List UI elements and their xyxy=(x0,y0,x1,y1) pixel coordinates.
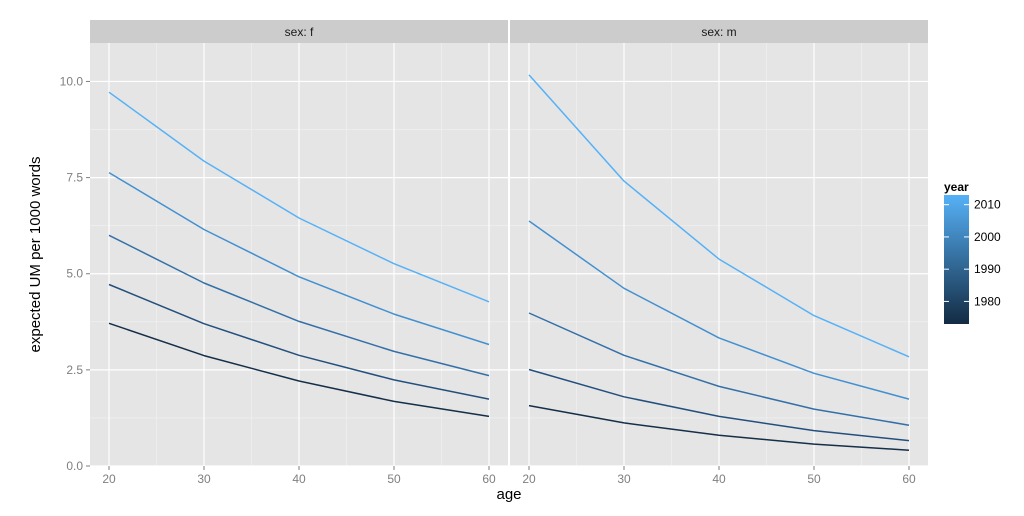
series-line-2012 xyxy=(528,74,910,358)
x-tick-label: 60 xyxy=(902,472,916,486)
facet-panels: sex: f sex: m xyxy=(90,20,928,467)
legend-label: 1990 xyxy=(974,262,1001,276)
legend-label: 2010 xyxy=(974,198,1001,212)
series-line-1974 xyxy=(108,322,490,418)
series-line-2012 xyxy=(108,91,490,303)
facet-strip-label: sex: f xyxy=(285,25,314,39)
legend-label: 2000 xyxy=(974,230,1001,244)
panel-m: sex: m xyxy=(510,20,928,467)
series-line-1992 xyxy=(108,234,490,377)
series-line-1974 xyxy=(528,404,910,451)
legend-title: year xyxy=(944,180,969,194)
series-line-2002 xyxy=(528,220,910,400)
x-tick-label: 40 xyxy=(712,472,726,486)
facet-strip xyxy=(510,20,928,43)
y-tick-label: 10.0 xyxy=(60,74,84,88)
panel-f: sex: f xyxy=(90,20,508,467)
x-tick-label: 20 xyxy=(522,472,536,486)
y-tick-label: 7.5 xyxy=(66,171,83,185)
x-tick-label: 30 xyxy=(617,472,631,486)
y-tick-label: 0.0 xyxy=(66,459,83,473)
x-tick-label: 60 xyxy=(482,472,496,486)
facet-strip-label: sex: m xyxy=(701,25,736,39)
y-tick-label: 5.0 xyxy=(66,267,83,281)
facet-strip xyxy=(90,20,508,43)
x-axis-title: age xyxy=(496,486,521,503)
x-tick-label: 50 xyxy=(807,472,821,486)
x-tick-label: 50 xyxy=(387,472,401,486)
series-line-1982 xyxy=(528,368,910,442)
y-tick-label: 2.5 xyxy=(66,363,83,377)
color-legend: year 2010 2000 1990 1980 xyxy=(944,180,1001,324)
y-axis: 0.0 2.5 5.0 7.5 10.0 xyxy=(60,74,90,473)
x-tick-label: 40 xyxy=(292,472,306,486)
y-axis-title: expected UM per 1000 words xyxy=(27,157,44,353)
series-line-2002 xyxy=(108,171,490,346)
series-line-1992 xyxy=(528,312,910,426)
legend-colorbar xyxy=(944,195,969,324)
x-tick-label: 20 xyxy=(102,472,116,486)
legend-label: 1980 xyxy=(974,294,1001,308)
series-line-1982 xyxy=(108,283,490,400)
x-tick-label: 30 xyxy=(197,472,211,486)
x-axes: 20 30 40 50 60 20 30 40 50 60 xyxy=(102,466,916,486)
